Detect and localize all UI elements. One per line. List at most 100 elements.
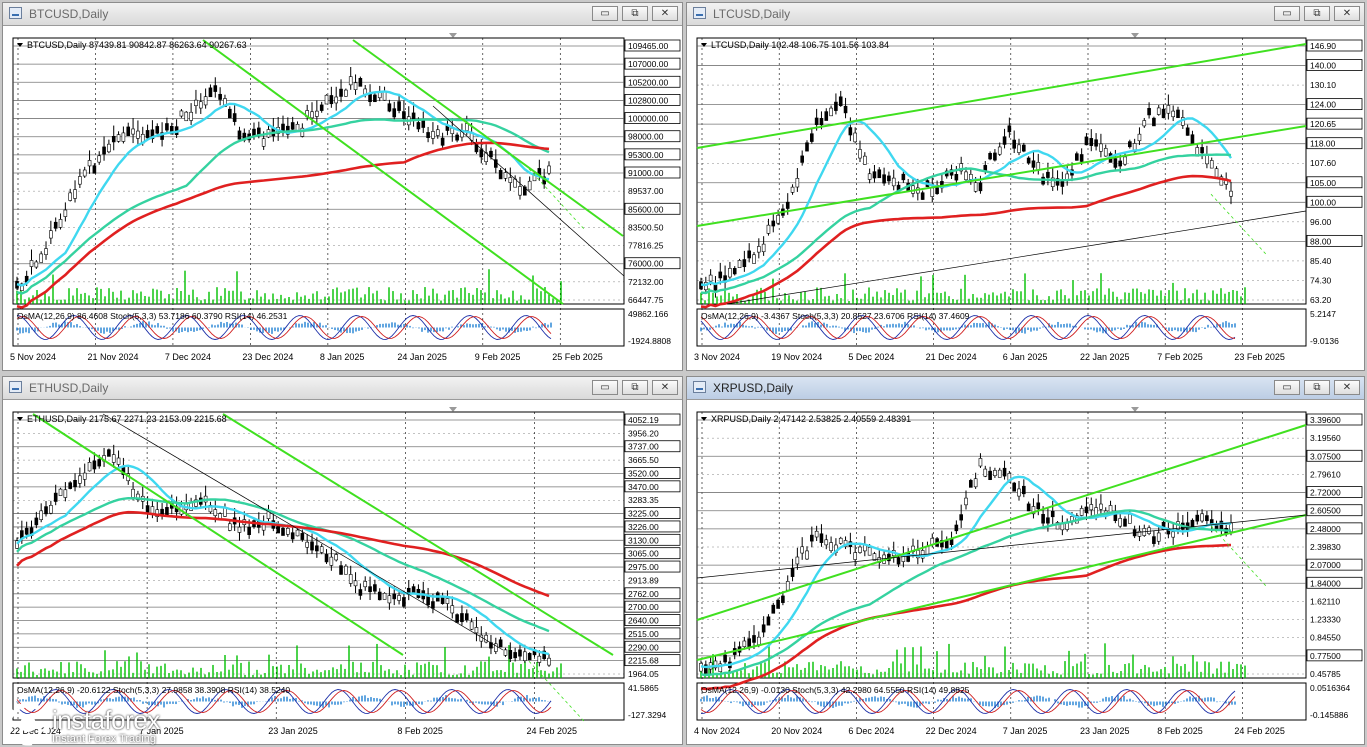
candle-body [387,595,392,604]
close-button[interactable]: ✕ [1334,380,1360,395]
date-label: 3 Nov 2024 [694,352,740,362]
close-button[interactable]: ✕ [652,6,678,21]
candle-body [1046,517,1050,524]
restore-button[interactable]: ⧉ [622,6,648,21]
title-bar[interactable]: ETHUSD,Daily ▭ ⧉ ✕ [3,377,682,400]
candle-body [964,171,968,181]
candle-body [1103,148,1108,157]
candle-body [305,541,309,548]
candle-body [824,539,829,546]
price-chart[interactable]: 3 Nov 2024 19 Nov 2024 5 Dec 2024 21 Dec 20… [687,26,1364,370]
price-label: 105.00 [1310,178,1336,188]
candle-body [1128,141,1132,148]
candle-body [508,650,513,659]
date-label: 24 Feb 2025 [526,726,577,736]
price-label: 1.23330 [1310,615,1341,625]
candle-body [111,454,116,463]
price-label: 102800.00 [628,95,668,105]
restore-button[interactable]: ⧉ [622,380,648,395]
candle-body [872,553,877,561]
restore-button[interactable]: ⧉ [1304,380,1330,395]
chart-window-icon [693,7,706,19]
candle-body [63,489,68,498]
candle-body [901,173,906,181]
candle-body [218,93,222,100]
minimize-button[interactable]: ▭ [592,6,618,21]
price-label: 3130.00 [628,535,659,545]
title-bar[interactable]: XRPUSD,Daily ▭ ⧉ ✕ [687,377,1364,400]
candle-body [498,170,503,180]
restore-button[interactable]: ⧉ [1304,6,1330,21]
price-label: 107000.00 [628,59,668,69]
trend-line [432,105,625,277]
minimize-button[interactable]: ▭ [1274,6,1300,21]
price-label: 85600.00 [628,204,664,214]
candle-body [58,219,63,228]
candle-body [1007,473,1012,483]
price-chart[interactable]: 5 Nov 2024 21 Nov 2024 7 Dec 2024 23 Dec 20… [3,26,682,370]
chart-window-xrpusd[interactable]: XRPUSD,Daily ▭ ⧉ ✕ 4 Nov 2024 20 Nov 2024… [686,376,1365,745]
candle-body [993,152,997,161]
price-label: 2.07000 [1310,560,1341,570]
candle-body [785,201,790,209]
close-button[interactable]: ✕ [652,380,678,395]
candle-body [896,557,901,565]
candle-body [431,601,435,609]
candle-body [527,180,532,191]
minimize-button[interactable]: ▭ [592,380,618,395]
candle-body [1229,190,1233,197]
chart-window-ethusd[interactable]: ETHUSD,Daily ▭ ⧉ ✕ 22 Dec 2024 7 Jan 2025… [2,376,683,745]
ohlc-readout: LTCUSD,Daily 102.48 106.75 101.56 103.84 [711,40,889,50]
candle-body [237,526,242,533]
candle-body [814,117,819,125]
price-label: 3.39600 [1310,415,1341,425]
candle-body [810,133,814,142]
indicator-readout: OsMA(12,26,9) -3.4367 Stoch(5,3,3) 20.85… [701,311,970,321]
header-dropdown-icon [701,417,707,421]
price-level-tag [624,467,681,479]
candle-body [810,534,814,542]
candle-body [1007,125,1012,133]
price-level-tag [624,440,681,453]
price-chart[interactable]: 4 Nov 2024 20 Nov 2024 6 Dec 2024 22 Dec 20… [687,400,1364,744]
candle-body [194,99,198,106]
candle-body [834,101,838,111]
candle-body [78,176,82,185]
candle-body [1156,532,1161,542]
candle-body [723,654,727,663]
candle-body [329,556,334,566]
title-bar[interactable]: LTCUSD,Daily ▭ ⧉ ✕ [687,3,1364,26]
candle-body [1017,488,1021,497]
minimize-button[interactable]: ▭ [1274,380,1300,395]
chart-shift-marker [449,33,457,38]
price-chart[interactable]: 22 Dec 2024 7 Jan 2025 23 Jan 2025 8 Feb 20… [3,400,682,744]
chart-window-ltcusd[interactable]: LTCUSD,Daily ▭ ⧉ ✕ 3 Nov 2024 19 Nov 2024… [686,2,1365,371]
chart-shift-marker [449,407,457,412]
close-button[interactable]: ✕ [1334,6,1360,21]
candle-body [300,533,305,540]
price-label: 130.10 [1310,80,1336,90]
candle-body [392,593,397,600]
candle-body [1205,515,1209,522]
candle-body [969,174,973,180]
logo-icon [6,702,50,746]
moving-average-slow [16,510,550,598]
candle-body [107,143,111,153]
candle-body [752,254,756,264]
instaforex-logo: instaforex Instant Forex Trading [4,700,194,746]
candle-body [150,129,155,140]
window-title: ETHUSD,Daily [29,381,109,395]
chart-window-btcusd[interactable]: BTCUSD,Daily ▭ ⧉ ✕ 5 Nov 2024 21 Nov 2024… [2,2,683,371]
candle-body [228,108,232,119]
candle-body [537,655,542,663]
candle-body [973,182,978,192]
date-label: 25 Feb 2025 [552,352,603,362]
candle-body [49,505,53,514]
title-bar[interactable]: BTCUSD,Daily ▭ ⧉ ✕ [3,3,682,26]
candle-body [1012,139,1016,149]
price-label: 91000.00 [628,168,664,178]
candle-body [82,169,87,177]
candle-body [518,649,522,657]
price-label: 3283.35 [628,495,659,505]
price-label: 2515.00 [628,629,659,639]
